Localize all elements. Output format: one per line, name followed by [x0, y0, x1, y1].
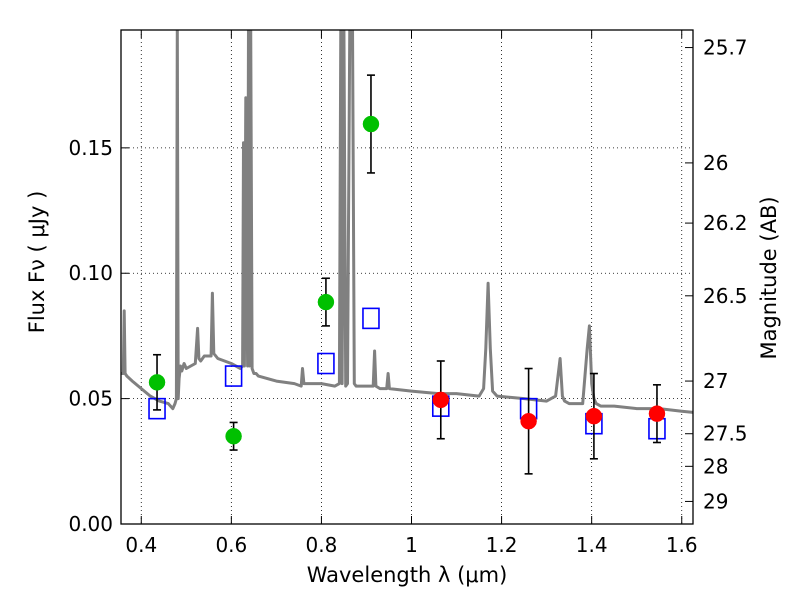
model-photometry-square: [224, 365, 243, 387]
y2-tick-label: 29: [703, 489, 728, 513]
observed-flux-point: [225, 427, 242, 445]
observed-flux-point: [148, 374, 166, 391]
observed-flux-point: [362, 115, 380, 133]
y-axis-title: Flux Fν ( μJy ): [25, 191, 49, 334]
observed-flux-point: [585, 407, 603, 425]
y2-tick-label: 28: [703, 454, 728, 478]
spectrum-line: [121, 30, 693, 414]
y2-axis-title: Magnitude (AB): [757, 196, 781, 359]
x-tick-label: 0.8: [306, 533, 338, 557]
plot-area: [121, 30, 693, 525]
y-tick-label: 0.10: [68, 261, 113, 285]
y2-tick-label: 27: [703, 369, 728, 393]
x-tick-label: 0.6: [215, 533, 247, 557]
y-tick-label: 0.15: [68, 136, 113, 160]
x-tick-label: 1.4: [576, 533, 608, 557]
x-tick-label: 1: [405, 533, 418, 557]
y2-tick-label: 26: [703, 151, 728, 175]
observed-flux-point: [520, 412, 537, 430]
y2-tick-label: 25.7: [703, 36, 748, 60]
plot-frame: [120, 29, 694, 525]
x-tick-label: 0.4: [125, 533, 157, 557]
data-layer: [121, 30, 693, 414]
axis-ticks: 0.4 0.6 0.8 1 1.2 1.4 1.6 0.00 0.05 0.10 0.15 25.7 2…: [68, 30, 748, 557]
y-tick-label: 0.00: [68, 512, 113, 536]
y2-tick-label: 27.5: [703, 422, 748, 446]
y-tick-label: 0.05: [68, 387, 113, 411]
x-tick-label: 1.6: [666, 533, 698, 557]
model-photometry-square: [317, 352, 335, 375]
x-tick-label: 1.2: [486, 533, 518, 557]
y2-tick-label: 26.5: [703, 284, 748, 308]
model-photometry-square: [362, 307, 380, 330]
marker-layer: [148, 74, 666, 475]
observed-flux-point: [432, 391, 450, 409]
observed-flux-point: [317, 293, 335, 311]
y2-tick-label: 26.2: [703, 211, 748, 235]
observed-flux-point: [648, 405, 666, 422]
x-axis-title: Wavelength λ (μm): [307, 563, 508, 587]
